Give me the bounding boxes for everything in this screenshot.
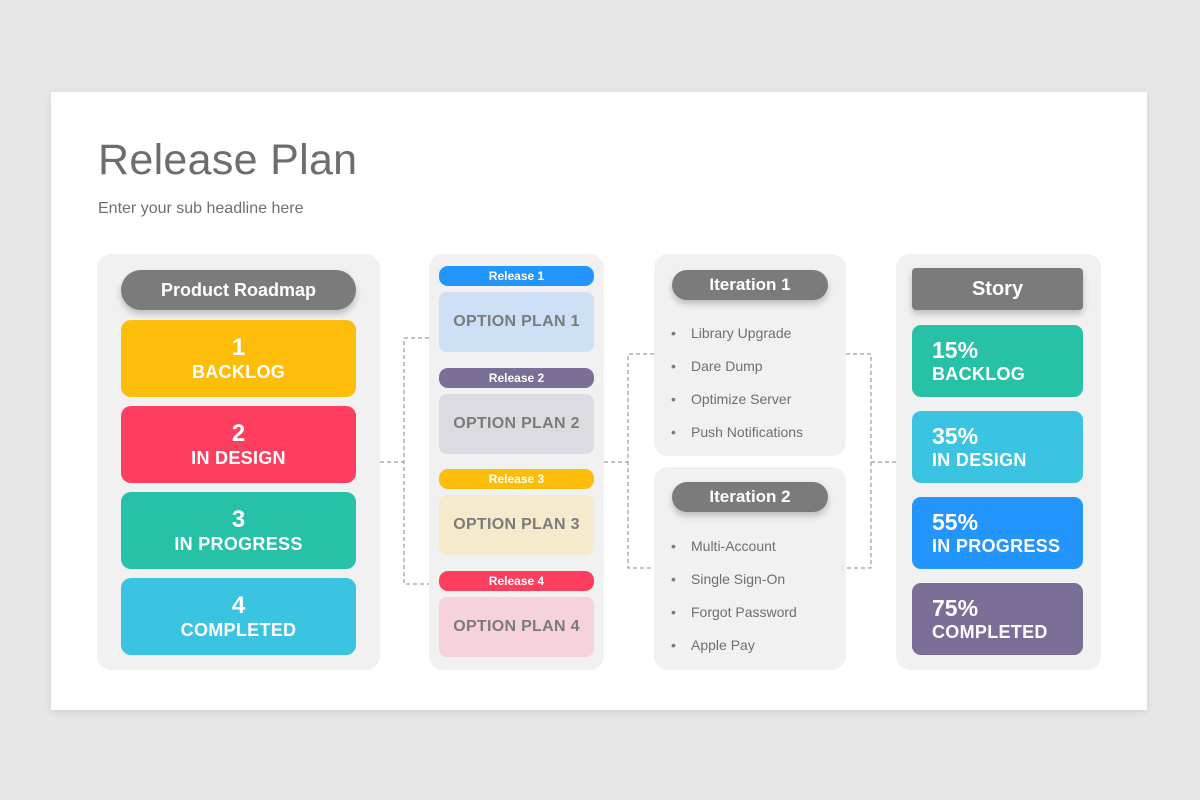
story-card-completed: 75% COMPLETED [912, 583, 1083, 655]
roadmap-card-number: 4 [231, 592, 246, 620]
iteration-2-list: Multi-Account Single Sign-On Forgot Pass… [671, 536, 797, 668]
roadmap-card-in-design: 2 IN DESIGN [121, 406, 356, 483]
story-card-in-design: 35% IN DESIGN [912, 411, 1083, 483]
story-card-percent: 55% [932, 509, 979, 536]
connector-iterations-bracket-left [627, 353, 654, 569]
roadmap-card-completed: 4 COMPLETED [121, 578, 356, 655]
roadmap-card-number: 1 [231, 334, 246, 362]
story-card-backlog: 15% BACKLOG [912, 325, 1083, 397]
release-tag: Release 1 [439, 266, 594, 286]
story-card-label: COMPLETED [932, 621, 1048, 642]
story-card-label: IN DESIGN [932, 449, 1027, 470]
roadmap-card-in-progress: 3 IN PROGRESS [121, 492, 356, 569]
page-title: Release Plan [98, 136, 358, 184]
roadmap-card-label: BACKLOG [191, 361, 286, 382]
list-item: Optimize Server [671, 389, 803, 422]
story-heading: Story [912, 268, 1083, 310]
list-item: Multi-Account [671, 536, 797, 569]
option-plan-card: OPTION PLAN 1 [439, 292, 594, 352]
roadmap-heading: Product Roadmap [121, 270, 356, 310]
release-tag: Release 3 [439, 469, 594, 489]
release-tag: Release 2 [439, 368, 594, 388]
story-card-percent: 75% [932, 595, 979, 622]
list-item: Library Upgrade [671, 323, 803, 356]
story-card-in-progress: 55% IN PROGRESS [912, 497, 1083, 569]
roadmap-card-backlog: 1 BACKLOG [121, 320, 356, 397]
page-subtitle: Enter your sub headline here [98, 200, 304, 217]
roadmap-card-number: 3 [231, 506, 246, 534]
roadmap-card-label: COMPLETED [180, 619, 297, 640]
iteration-1-list: Library Upgrade Dare Dump Optimize Serve… [671, 323, 803, 455]
list-item: Dare Dump [671, 356, 803, 389]
release-tag: Release 4 [439, 571, 594, 591]
connector-iterations-bracket-right [846, 353, 872, 569]
connector-releases-bracket [403, 337, 429, 585]
iteration-2-heading: Iteration 2 [672, 482, 828, 512]
iteration-1-heading: Iteration 1 [672, 270, 828, 300]
story-card-percent: 15% [932, 337, 979, 364]
option-plan-card: OPTION PLAN 2 [439, 394, 594, 454]
slide: Release Plan Enter your sub headline her… [51, 92, 1147, 710]
connector-lines [380, 337, 896, 585]
story-card-label: BACKLOG [932, 363, 1026, 384]
option-plan-card: OPTION PLAN 4 [439, 597, 594, 657]
story-card-label: IN PROGRESS [932, 535, 1061, 556]
option-plan-card: OPTION PLAN 3 [439, 495, 594, 555]
list-item: Push Notifications [671, 422, 803, 455]
list-item: Apple Pay [671, 635, 797, 668]
list-item: Forgot Password [671, 602, 797, 635]
roadmap-card-label: IN PROGRESS [174, 533, 303, 554]
roadmap-card-label: IN DESIGN [191, 447, 286, 468]
roadmap-card-number: 2 [231, 420, 246, 448]
story-card-percent: 35% [932, 423, 979, 450]
list-item: Single Sign-On [671, 569, 797, 602]
